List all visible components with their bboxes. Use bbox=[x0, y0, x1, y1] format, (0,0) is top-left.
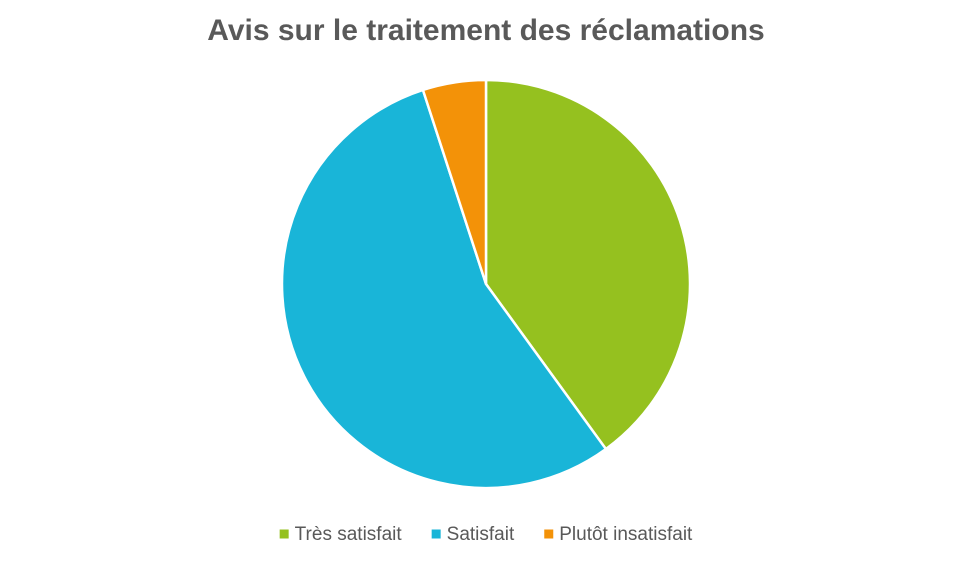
legend-label: Satisfait bbox=[447, 524, 515, 545]
pie-slice bbox=[484, 78, 692, 451]
chart-title: Avis sur le traitement des réclamations bbox=[207, 14, 764, 47]
legend-swatch bbox=[431, 529, 441, 539]
pie-slice bbox=[280, 88, 608, 490]
legend-label: Plutôt insatisfait bbox=[559, 524, 693, 545]
legend: Très satisfait Satisfait Plutôt insatisfai… bbox=[279, 524, 693, 545]
legend-label: Très satisfait bbox=[295, 524, 403, 545]
legend-swatch bbox=[544, 529, 554, 539]
legend-swatch bbox=[279, 529, 289, 539]
pie-slice bbox=[421, 78, 488, 285]
